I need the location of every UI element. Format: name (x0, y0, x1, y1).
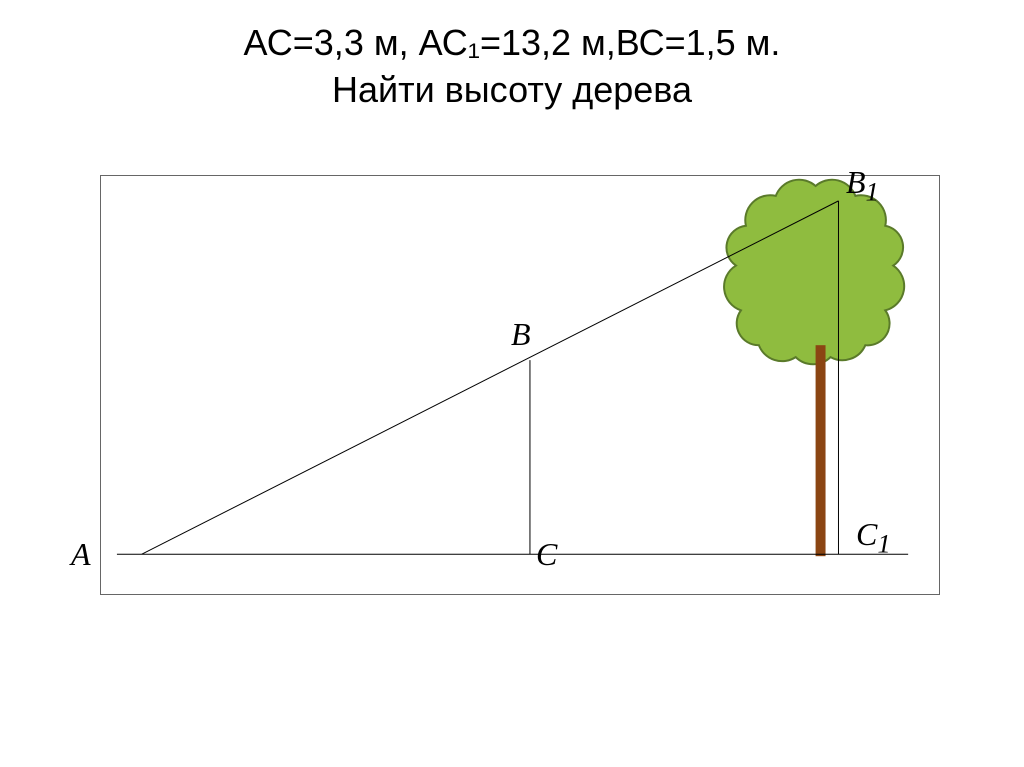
diagram-frame: A B C B1 C1 (100, 175, 940, 595)
point-label-C: C (536, 536, 557, 573)
point-label-B1: B1 (846, 164, 879, 207)
point-label-C1: C1 (856, 516, 891, 559)
title-line-2: Найти высоту дерева (0, 67, 1024, 114)
geometry-diagram (101, 176, 939, 594)
title: АС=3,3 м, АС₁=13,2 м,ВС=1,5 м. Найти выс… (0, 0, 1024, 114)
title-line-1: АС=3,3 м, АС₁=13,2 м,ВС=1,5 м. (0, 20, 1024, 67)
hypotenuse-line (142, 201, 839, 554)
tree-trunk (816, 345, 826, 556)
point-label-A: A (71, 536, 91, 573)
point-label-B: B (511, 316, 531, 353)
